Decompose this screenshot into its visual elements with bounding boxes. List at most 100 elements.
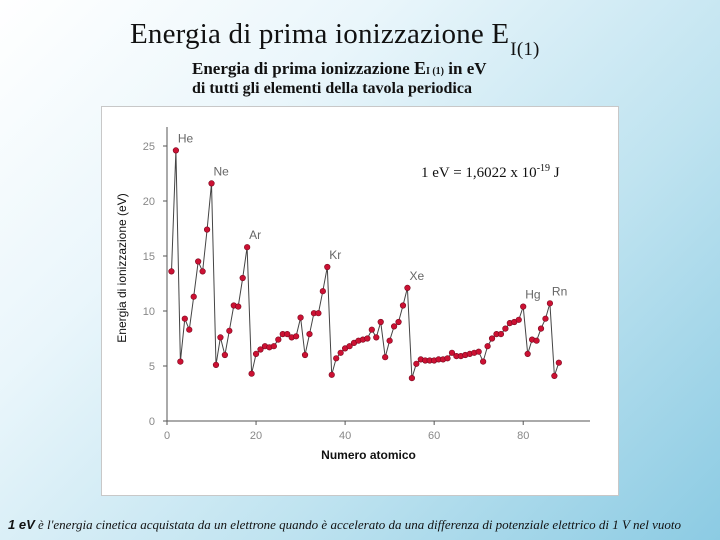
data-point	[386, 337, 393, 344]
element-label: Xe	[409, 269, 424, 283]
data-point	[235, 303, 242, 310]
caption-subscript: I (1)	[425, 66, 445, 77]
data-point	[404, 284, 411, 291]
data-point	[306, 331, 313, 338]
data-point	[168, 268, 175, 275]
data-point	[284, 331, 291, 338]
data-point	[217, 334, 224, 341]
data-point	[408, 375, 415, 382]
data-point	[275, 336, 282, 343]
chart-caption-line1: Energia di prima ionizzazione EI (1) in …	[192, 58, 487, 79]
x-tick-label: 40	[339, 430, 351, 442]
data-point	[537, 325, 545, 332]
element-label: Ne	[214, 164, 230, 178]
footnote-text: è l'energia cinetica acquistata da un el…	[34, 517, 682, 532]
data-point	[475, 348, 482, 355]
data-point	[190, 293, 197, 300]
data-point	[324, 263, 331, 271]
data-point	[533, 337, 540, 344]
data-point	[395, 318, 402, 326]
data-point	[337, 349, 344, 356]
data-point	[444, 355, 451, 362]
data-point	[239, 274, 246, 282]
data-point	[502, 325, 509, 332]
data-point	[248, 370, 255, 377]
conversion-note: 1 eV = 1,6022 x 10-19 J	[421, 163, 560, 182]
data-point	[212, 361, 220, 368]
caption-suffix: in eV	[444, 59, 487, 78]
data-point	[448, 349, 456, 356]
data-point	[293, 333, 300, 340]
data-point	[333, 355, 340, 362]
data-point	[520, 303, 527, 310]
data-point	[208, 180, 215, 187]
conversion-text: 1 eV = 1,6022 x 10	[421, 165, 537, 181]
data-point	[484, 343, 491, 350]
caption-prefix: Energia di prima ionizzazione	[192, 59, 414, 78]
data-point	[546, 300, 554, 307]
data-point	[221, 351, 228, 359]
data-point	[186, 326, 193, 333]
data-point	[181, 315, 188, 322]
y-tick-label: 25	[143, 141, 155, 153]
conversion-unit: J	[550, 165, 560, 181]
x-axis-label: Numero atomico	[321, 448, 416, 462]
data-point	[199, 268, 206, 275]
conversion-exponent: -19	[536, 163, 551, 174]
x-tick-label: 0	[164, 430, 170, 442]
data-point	[488, 335, 496, 342]
y-tick-label: 15	[143, 251, 155, 263]
x-tick-label: 20	[250, 430, 262, 442]
chart-caption-line2: di tutti gli elementi della tavola perio…	[192, 80, 472, 97]
caption-symbol: E	[413, 58, 426, 78]
y-tick-label: 0	[149, 416, 155, 428]
y-tick-label: 20	[143, 196, 155, 208]
data-point	[524, 350, 531, 357]
y-axis-label: Energia di ionizzazione (eV)	[115, 193, 129, 342]
y-tick-label: 5	[149, 361, 155, 373]
element-label: Ar	[249, 228, 261, 242]
x-tick-label: 80	[517, 430, 529, 442]
data-point	[555, 359, 562, 366]
data-point	[319, 288, 326, 295]
series-line	[171, 150, 560, 379]
data-point	[390, 323, 398, 330]
data-point	[382, 354, 389, 361]
data-point	[172, 147, 180, 154]
data-point	[551, 372, 558, 380]
data-point	[226, 327, 233, 334]
data-point	[203, 226, 211, 233]
data-point	[301, 351, 309, 359]
chart-panel: 0 5 10 15 20 25 0 20 40 60 80 Numero atomico Energia…	[102, 107, 618, 495]
data-point	[377, 318, 384, 326]
slide-title-text: Energia di prima ionizzazione E	[130, 18, 510, 50]
data-point	[497, 331, 505, 338]
data-point	[270, 343, 277, 350]
footnote: 1 eV è l'energia cinetica acquistata da …	[8, 515, 713, 535]
data-point	[328, 371, 335, 378]
element-label: Kr	[329, 248, 341, 262]
ionization-chart: 0 5 10 15 20 25 0 20 40 60 80 Numero atomico Energia…	[115, 127, 590, 462]
element-label: Hg	[525, 288, 540, 302]
y-tick-label: 10	[143, 306, 155, 318]
data-point	[177, 358, 184, 365]
data-point	[515, 316, 522, 323]
element-label: Rn	[552, 284, 567, 298]
data-point	[244, 244, 251, 251]
data-point	[257, 346, 264, 353]
data-point	[346, 343, 353, 350]
data-point	[542, 315, 549, 322]
data-point	[252, 350, 260, 357]
data-point	[368, 326, 375, 333]
data-point	[399, 302, 407, 309]
data-point	[480, 358, 487, 365]
data-point	[297, 314, 304, 321]
data-point	[364, 335, 371, 342]
data-point	[413, 360, 420, 367]
slide-title-subscript: I(1)	[510, 39, 540, 60]
data-point	[315, 310, 322, 317]
footnote-ev: 1 eV	[8, 517, 35, 532]
data-point	[373, 334, 380, 341]
slide-title: Energia di prima ionizzazione EI(1)	[130, 18, 540, 60]
element-label: He	[178, 131, 194, 145]
